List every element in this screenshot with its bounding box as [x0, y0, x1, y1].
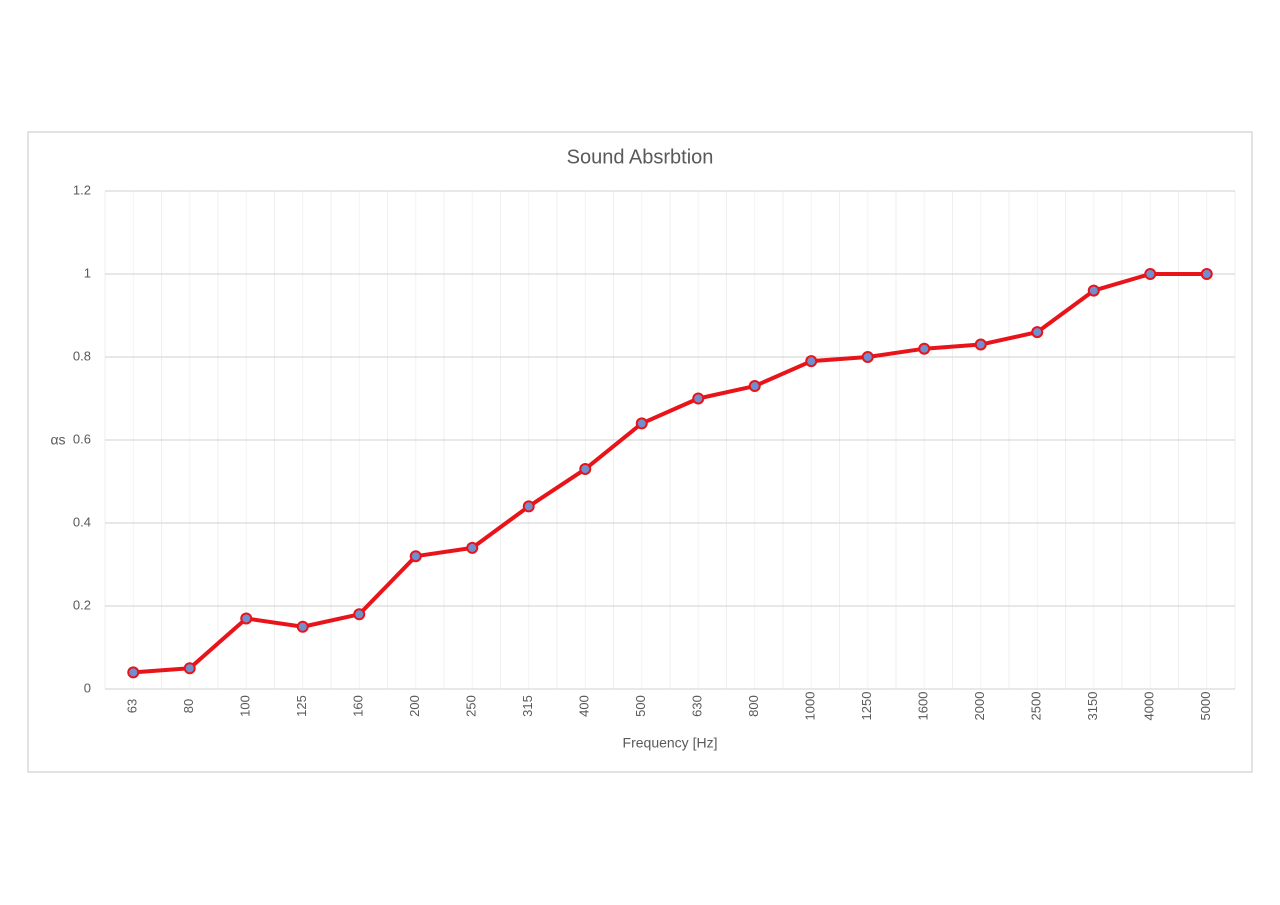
data-point	[466, 541, 479, 554]
x-tick-label: 630	[690, 695, 705, 717]
data-point	[974, 338, 987, 351]
x-tick-label: 500	[633, 695, 648, 717]
data-point	[1087, 284, 1100, 297]
data-point	[127, 666, 140, 679]
y-tick-label: 0.4	[73, 514, 91, 529]
data-point	[409, 550, 422, 563]
y-tick-label: 1.2	[73, 182, 91, 197]
x-tick-label: 800	[746, 695, 761, 717]
x-tick-label: 400	[577, 695, 592, 717]
data-point	[918, 342, 931, 355]
x-tick-label: 160	[351, 695, 366, 717]
x-tick-label: 250	[464, 695, 479, 717]
data-point	[183, 662, 196, 675]
x-tick-label: 4000	[1142, 692, 1157, 721]
data-point	[861, 351, 874, 363]
x-tick-label: 315	[520, 695, 535, 717]
y-tick-label: 1	[84, 265, 91, 280]
x-tick-label: 63	[125, 699, 140, 713]
data-point	[805, 355, 818, 368]
x-tick-label: 80	[181, 699, 196, 713]
y-tick-label: 0.2	[73, 597, 91, 612]
x-tick-label: 1000	[803, 692, 818, 721]
x-tick-label: 5000	[1198, 692, 1213, 721]
data-point	[1031, 326, 1044, 339]
data-point	[1200, 268, 1213, 280]
x-tick-label: 3150	[1085, 692, 1100, 721]
x-tick-label: 1250	[859, 692, 874, 721]
x-tick-label: 2000	[972, 692, 987, 721]
series-line	[133, 272, 1207, 675]
x-tick-label: 2500	[1029, 692, 1044, 721]
chart-title: Sound Absrbtion	[567, 146, 714, 168]
data-point	[635, 417, 648, 430]
y-tick-label: 0.8	[73, 348, 91, 363]
x-axis-label: Frequency [Hz]	[623, 735, 718, 751]
y-tick-label: 0.6	[73, 431, 91, 446]
data-point	[240, 612, 253, 625]
x-tick-label: 125	[294, 695, 309, 717]
y-axis-label: αs	[50, 432, 65, 448]
chart-frame	[27, 131, 1253, 773]
data-point	[296, 620, 309, 633]
y-tick-label: 0	[84, 680, 91, 695]
x-tick-label: 100	[238, 695, 253, 717]
data-point	[353, 608, 366, 621]
x-tick-label: 1600	[916, 692, 931, 721]
data-point	[692, 392, 705, 405]
data-point	[522, 500, 535, 513]
data-point	[748, 380, 761, 393]
x-tick-label: 200	[407, 695, 422, 717]
data-point	[1144, 268, 1157, 280]
data-point	[579, 463, 592, 476]
